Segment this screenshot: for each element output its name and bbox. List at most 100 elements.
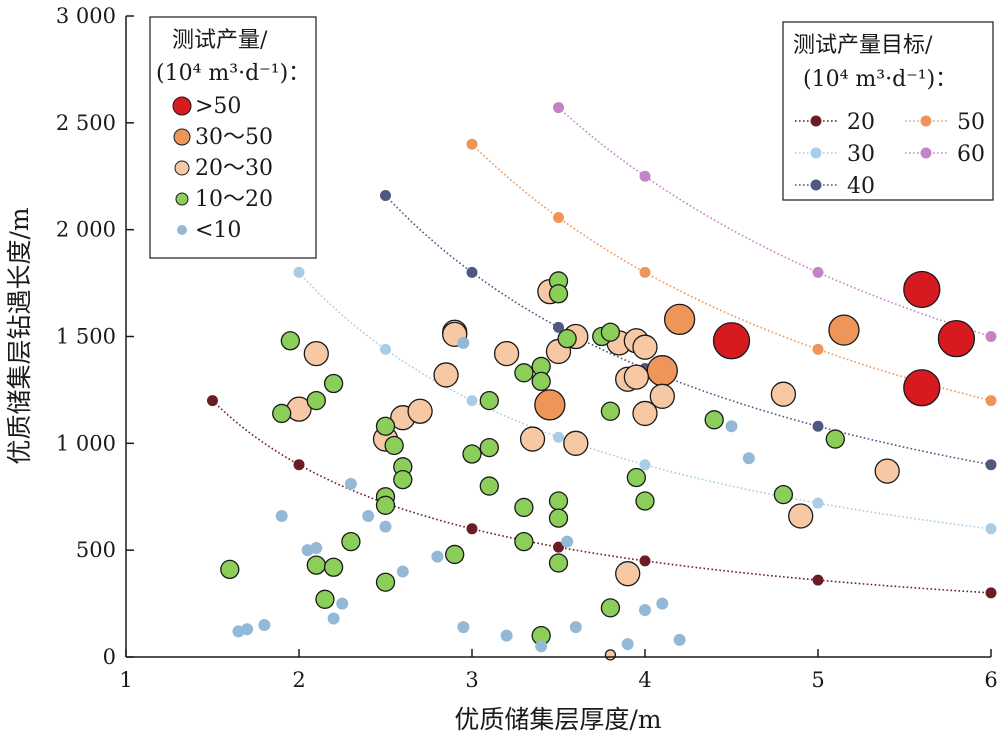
point-lt10	[379, 520, 392, 533]
point-lt10	[457, 621, 470, 634]
target-marker-40	[466, 266, 478, 278]
point-10_20	[635, 491, 655, 511]
point-10_20	[375, 572, 396, 592]
point-lt10	[673, 633, 686, 646]
point-10_20	[323, 557, 344, 577]
point-20_30	[649, 383, 675, 409]
target-marker-40	[553, 321, 564, 333]
point-lt10	[344, 477, 357, 490]
point-10_20	[341, 531, 361, 552]
x-tick-label: 2	[292, 668, 305, 692]
point-lt10	[327, 612, 340, 625]
point-10_20	[445, 544, 465, 565]
point-gt50	[903, 270, 941, 309]
point-10_20	[220, 559, 240, 580]
target-curve-60	[557, 106, 992, 338]
point-10_20	[514, 531, 534, 552]
point-lt10	[500, 629, 513, 642]
legend-production-title: 测试产量/	[172, 28, 268, 53]
point-10_20	[825, 429, 845, 449]
point-10_20	[548, 508, 569, 528]
point-gt50	[712, 322, 751, 360]
legend-label-30_50: 30～50	[195, 125, 273, 150]
x-tick-label: 5	[811, 668, 824, 692]
target-curve-40	[384, 194, 992, 466]
y-tick-label: 2 000	[56, 218, 116, 242]
legend-marker-10_20	[175, 192, 189, 206]
point-10_20	[375, 495, 396, 515]
point-30_50	[534, 389, 566, 421]
target-marker-50	[985, 395, 997, 407]
point-10_20	[272, 403, 292, 424]
point-lt10	[725, 420, 738, 433]
target-marker-30	[293, 266, 305, 278]
target-marker-60	[812, 266, 824, 278]
target-marker-60	[985, 331, 997, 342]
target-marker-20	[207, 395, 218, 407]
legend-production: 测试产量/ (10⁴ m³·d⁻¹)： >50 30～50 20～30 10～20 <1…	[149, 16, 317, 259]
y-axis-title: 优质储集层钻遇长度/m	[5, 207, 34, 464]
y-tick-label: 2 500	[56, 111, 116, 135]
point-gt50	[937, 319, 976, 358]
point-lt10	[336, 597, 349, 610]
target-marker-30	[639, 459, 651, 471]
point-lt10	[396, 565, 409, 578]
point-gt50	[903, 369, 941, 407]
legend-marker-30_50	[173, 128, 191, 146]
point-30_50	[828, 314, 860, 346]
legend-production-unit: (10⁴ m³·d⁻¹)：	[156, 61, 310, 86]
legend-marker-target-20	[810, 115, 822, 127]
data-points	[220, 270, 976, 661]
point-20_30	[623, 364, 649, 390]
y-tick-label: 3 000	[56, 4, 116, 28]
point-10_20	[306, 390, 326, 411]
point-lt10	[742, 452, 755, 465]
legend-marker-target-30	[810, 147, 822, 159]
point-10_20	[306, 555, 326, 575]
point-lt10	[569, 621, 582, 634]
legend-marker-target-60	[920, 147, 932, 159]
x-tick-label: 1	[119, 668, 132, 692]
legend-label-20_30: 20～30	[195, 156, 273, 181]
point-lt10	[621, 638, 634, 651]
target-marker-40	[985, 459, 997, 471]
target-curve-20	[211, 400, 992, 594]
target-marker-50	[812, 343, 824, 355]
point-20_30	[433, 362, 459, 388]
x-axis-title: 优质储集层厚度/m	[454, 705, 661, 734]
point-10_20	[514, 497, 534, 518]
target-marker-50	[466, 138, 478, 150]
target-marker-20	[293, 459, 305, 471]
point-20_30	[407, 398, 433, 424]
target-marker-40	[812, 420, 824, 432]
point-20_30	[493, 340, 520, 367]
target-marker-30	[812, 497, 824, 509]
target-marker-60	[639, 170, 651, 182]
point-10_20	[393, 470, 413, 490]
target-marker-20	[985, 587, 997, 599]
point-10_20	[384, 435, 404, 456]
point-lt10	[457, 336, 470, 349]
target-marker-50	[553, 211, 564, 223]
point-30_50	[663, 303, 696, 336]
legend-label-target-20: 20	[847, 110, 875, 135]
point-10_20	[548, 491, 569, 511]
point-lt10	[639, 603, 651, 616]
point-lt10	[362, 509, 375, 522]
point-10_20	[531, 371, 551, 392]
legend-label-10_20: 10～20	[195, 187, 273, 212]
point-lt10	[431, 550, 444, 563]
x-tick-label: 4	[638, 668, 651, 692]
target-marker-60	[553, 102, 564, 114]
point-10_20	[479, 476, 499, 496]
point-lt10	[241, 623, 254, 636]
target-marker-20	[812, 574, 824, 586]
point-10_20	[600, 401, 621, 421]
point-lt10	[656, 597, 669, 610]
point-20_30	[788, 503, 814, 529]
legend-target-title: 测试产量目标/	[793, 33, 933, 58]
target-marker-30	[466, 395, 478, 407]
point-20_30	[632, 400, 658, 427]
target-marker-30	[553, 431, 564, 443]
